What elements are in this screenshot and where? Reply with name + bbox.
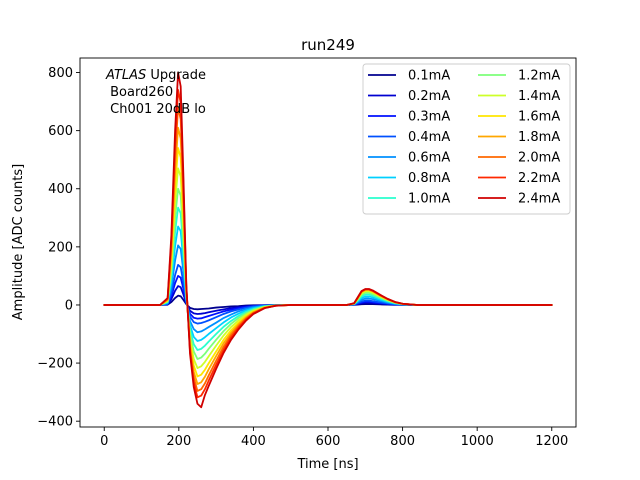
legend-label-7: 1.2mA: [518, 69, 560, 84]
x-tick-label-0: 0: [100, 434, 108, 449]
legend-label-13: 2.4mA: [518, 192, 560, 207]
legend-label-11: 2.0mA: [518, 151, 560, 166]
legend-label-5: 0.8mA: [408, 171, 450, 186]
y-tick-label-4: 400: [48, 182, 73, 197]
y-tick-label-6: 800: [48, 66, 73, 81]
annotation-line-2: Board260: [106, 85, 173, 100]
series-layer: [103, 71, 553, 409]
legend-label-12: 2.2mA: [518, 171, 560, 186]
annotation-italic: ATLAS: [105, 68, 146, 83]
x-tick-label-6: 1200: [535, 434, 568, 449]
legend-label-2: 0.3mA: [408, 110, 450, 125]
x-tick-label-2: 400: [241, 434, 266, 449]
y-axis-label: Amplitude [ADC counts]: [11, 164, 26, 320]
x-tick-label-1: 200: [166, 434, 191, 449]
series-line-13: [103, 71, 553, 409]
y-tick-label-2: 0: [65, 298, 73, 313]
annotation-line-1-rest: Upgrade: [146, 68, 206, 83]
y-tick-label-5: 600: [48, 124, 73, 139]
legend-label-9: 1.6mA: [518, 110, 560, 125]
annotation: ATLAS Upgrade Board260 Ch001 20dB lo: [105, 68, 206, 117]
legend-box: [362, 63, 571, 215]
y-tick-label-0: −400: [37, 415, 73, 430]
x-tick-label-4: 800: [390, 434, 415, 449]
legend-label-0: 0.1mA: [408, 69, 450, 84]
chart-title: run249: [301, 36, 355, 54]
annotation-line-1: ATLAS Upgrade: [105, 68, 206, 83]
ticks-layer: 0 200 400 600 800 1000 1200 −400 −200 0 200 400 600 8…: [37, 66, 568, 449]
annotation-line-3: Ch001 20dB lo: [106, 102, 206, 117]
legend-label-3: 0.4mA: [408, 130, 450, 145]
legend: 0.1mA 0.2mA 0.3mA 0.4mA 0.6mA 0.8mA 1.0mA 1.2mA…: [362, 63, 571, 215]
legend-label-1: 0.2mA: [408, 89, 450, 104]
x-tick-label-5: 1000: [461, 434, 494, 449]
y-tick-label-1: −200: [37, 357, 73, 372]
x-tick-label-3: 600: [316, 434, 341, 449]
legend-label-4: 0.6mA: [408, 151, 450, 166]
legend-label-6: 1.0mA: [408, 192, 450, 207]
y-tick-label-3: 200: [48, 240, 73, 255]
x-axis-label: Time [ns]: [296, 457, 358, 472]
legend-label-10: 1.8mA: [518, 130, 560, 145]
legend-label-8: 1.4mA: [518, 89, 560, 104]
